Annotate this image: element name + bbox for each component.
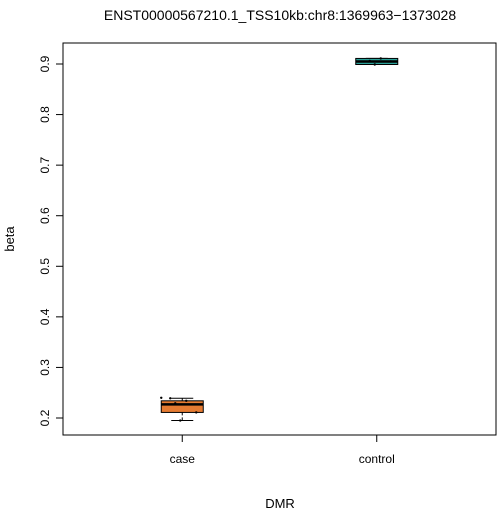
box-control: [355, 57, 399, 66]
data-point: [195, 411, 198, 414]
x-tick-label: control: [359, 452, 395, 466]
y-axis: 0.2 0.3 0.4 0.5 0.6 0.7 0.8 0.9: [38, 55, 63, 426]
data-point: [179, 419, 182, 422]
x-axis-label: DMR: [265, 496, 295, 511]
y-tick-label: 0.2: [38, 409, 52, 426]
y-tick-label: 0.9: [38, 55, 52, 72]
y-tick-label: 0.7: [38, 156, 52, 173]
y-axis-label: beta: [2, 226, 17, 252]
boxes: [160, 57, 399, 422]
data-point: [368, 59, 371, 63]
y-tick-label: 0.3: [38, 359, 52, 376]
data-point: [160, 396, 163, 399]
data-point: [373, 63, 376, 66]
x-tick-label: case: [170, 452, 196, 466]
y-tick-label: 0.8: [38, 106, 52, 123]
data-point: [169, 397, 172, 400]
y-tick-label: 0.4: [38, 308, 52, 325]
box-rect: [160, 400, 204, 413]
box-case: [160, 396, 204, 422]
x-axis: case control: [170, 435, 395, 466]
y-tick-label: 0.6: [38, 207, 52, 224]
y-tick-label: 0.5: [38, 258, 52, 275]
data-point: [185, 399, 188, 403]
data-point: [379, 57, 382, 60]
data-point: [174, 402, 177, 405]
data-point: [389, 60, 392, 63]
chart-title: ENST00000567210.1_TSS10kb:chr8:1369963−1…: [104, 7, 456, 23]
plot-frame: [62, 42, 497, 436]
